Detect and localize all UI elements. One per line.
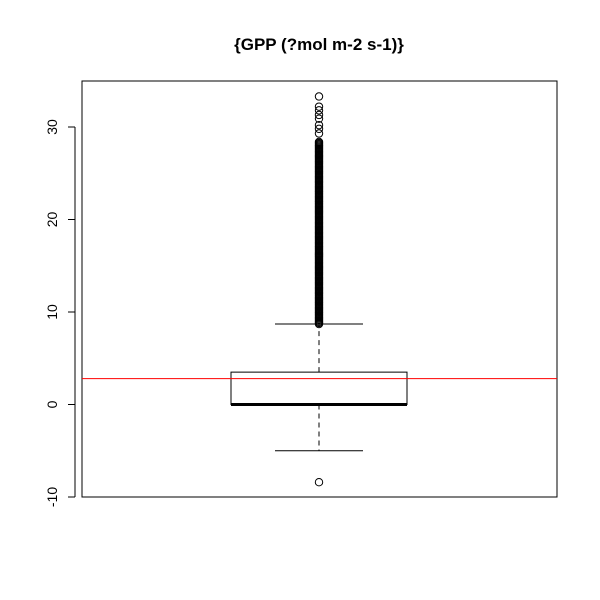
plot-frame: [81, 80, 558, 498]
box-iqr: [230, 371, 408, 405]
outlier-point: [314, 120, 324, 130]
y-tick-label: 20: [44, 212, 60, 228]
y-axis: -10 0 10 20 30: [44, 119, 76, 507]
outlier-point: [314, 92, 324, 101]
y-tick-label: -10: [44, 487, 60, 507]
outlier-points: [314, 92, 324, 487]
outlier-point: [314, 124, 324, 134]
outlier-point: [314, 478, 324, 487]
outlier-point: [314, 129, 324, 138]
y-tick-label: 30: [44, 119, 60, 135]
outlier-point: [314, 137, 324, 147]
chart-title: {GPP (?mol m-2 s-1)}: [234, 35, 404, 54]
y-tick-label: 0: [44, 400, 60, 408]
y-tick-label: 10: [44, 304, 60, 320]
outlier-point: [314, 102, 324, 111]
boxplot: [230, 323, 408, 452]
outlier-point: [314, 110, 324, 120]
outlier-point: [314, 106, 324, 115]
outlier-point: [314, 114, 324, 123]
